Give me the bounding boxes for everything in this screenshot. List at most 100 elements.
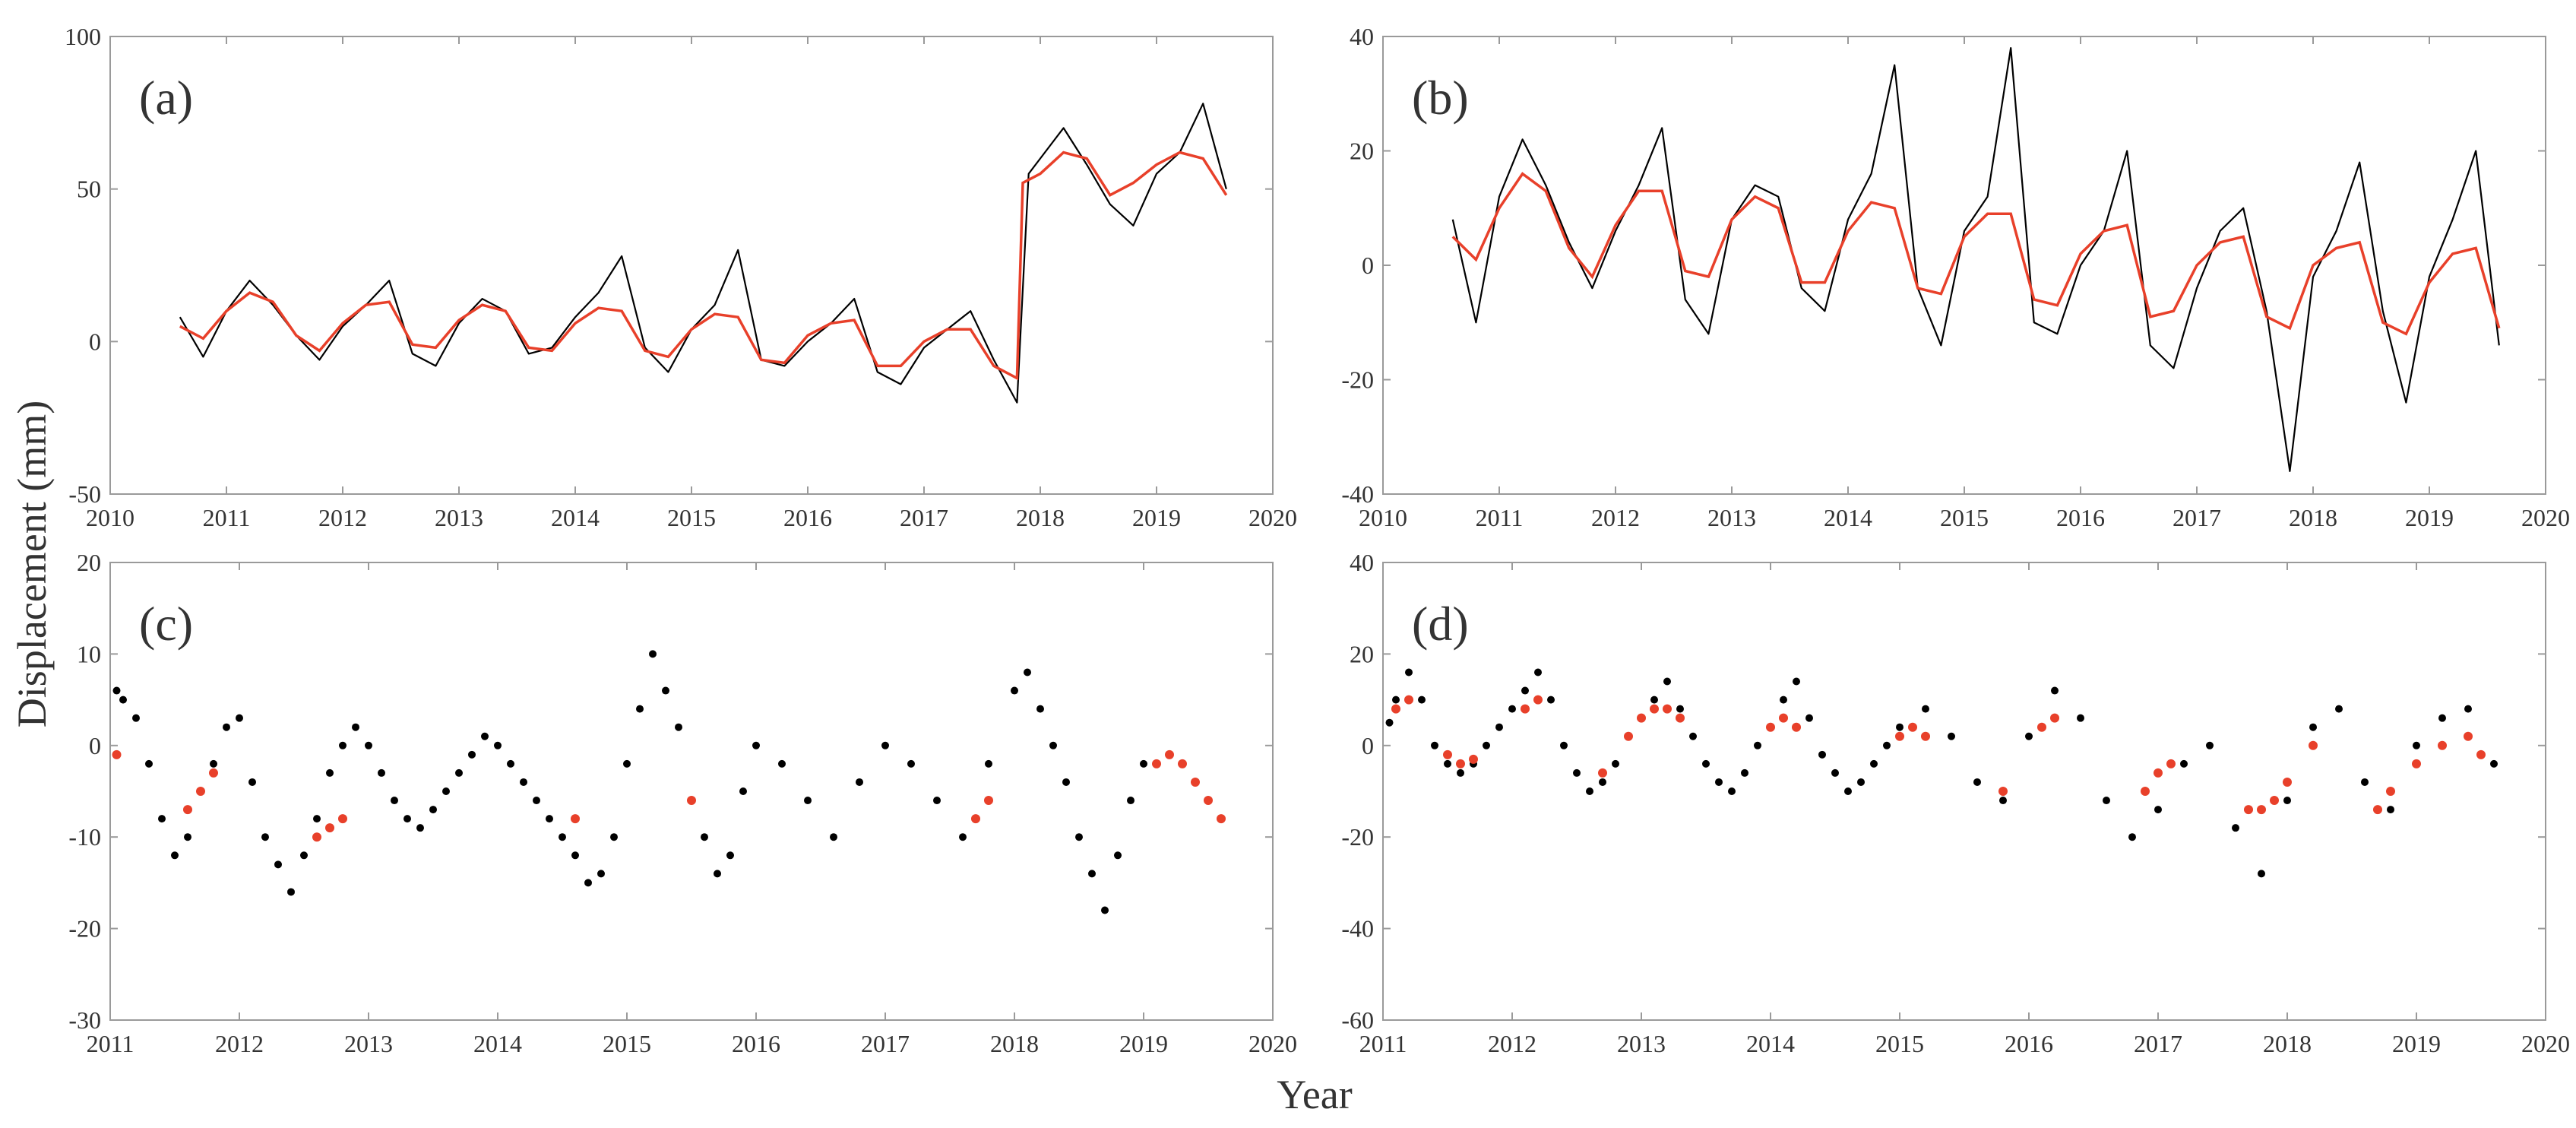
x-tick-label: 2012: [215, 1030, 264, 1057]
observed-point: [649, 650, 657, 658]
observed-point: [145, 759, 153, 768]
highlighted-point: [2050, 713, 2059, 723]
observed-point: [623, 759, 631, 768]
observed-point: [1780, 695, 1787, 704]
observed-point: [1844, 787, 1852, 795]
observed-point: [1431, 741, 1438, 749]
observed-point: [481, 732, 489, 740]
observed-point: [1857, 778, 1865, 786]
observed-point: [985, 759, 992, 768]
observed-point: [1818, 750, 1826, 759]
highlighted-point: [971, 814, 980, 824]
observed-point: [1444, 759, 1451, 768]
observed-point: [1101, 906, 1109, 914]
observed-point: [184, 833, 191, 841]
observed-point: [881, 741, 889, 749]
observed-point: [416, 824, 424, 832]
y-tick-label: 40: [1350, 549, 1374, 576]
observed-point: [339, 741, 347, 749]
observed-point: [1127, 797, 1135, 805]
y-tick-label: 0: [89, 328, 101, 355]
observed-point: [1088, 870, 1096, 878]
observed-point: [132, 714, 140, 722]
y-tick-label: -20: [68, 915, 101, 943]
highlighted-point: [1404, 695, 1413, 705]
observed-point: [1560, 741, 1568, 749]
observed-point: [2413, 741, 2420, 749]
observed-point: [1689, 732, 1697, 740]
observed-point: [2103, 797, 2110, 805]
observed-point: [1715, 778, 1723, 786]
highlighted-point: [1921, 731, 1930, 741]
observed-point: [1534, 668, 1542, 676]
highlighted-point: [1792, 722, 1801, 732]
x-tick-label: 2013: [435, 504, 483, 531]
x-tick-label: 2018: [1016, 504, 1065, 531]
y-tick-label: 50: [77, 176, 101, 203]
observed-point: [739, 787, 747, 795]
observed-point: [274, 860, 282, 869]
highlighted-point: [2412, 759, 2421, 768]
observed-point: [533, 797, 540, 805]
x-tick-label: 2013: [344, 1030, 393, 1057]
observed-point: [378, 768, 385, 777]
observed-point: [1676, 705, 1684, 713]
observed-point: [2206, 741, 2214, 749]
observed-point: [2438, 714, 2446, 722]
observed-point: [1883, 741, 1891, 749]
highlighted-point: [1998, 787, 2008, 796]
observed-point: [610, 833, 618, 841]
highlighted-point: [1533, 695, 1543, 705]
y-tick-label: -20: [1341, 366, 1374, 394]
y-tick-label: 0: [1362, 732, 1374, 759]
x-tick-label: 2010: [1359, 504, 1407, 531]
observed-point: [1385, 718, 1394, 727]
observed-point: [507, 759, 514, 768]
highlighted-point: [2464, 731, 2473, 741]
observed-point: [1805, 714, 1813, 722]
x-tick-label: 2015: [667, 504, 716, 531]
observed-point: [1075, 833, 1083, 841]
y-tick-label: 20: [1350, 138, 1374, 165]
observed-point: [1831, 768, 1839, 777]
observed-point: [830, 833, 837, 841]
highlighted-point: [1204, 796, 1213, 806]
x-tick-label: 2017: [2173, 504, 2221, 531]
raw-displacement-line: [1451, 46, 2500, 473]
observed-point: [494, 741, 502, 749]
observed-point: [1650, 695, 1658, 704]
x-tick-label: 2017: [2134, 1030, 2182, 1057]
observed-point: [1495, 723, 1503, 731]
observed-point: [1586, 787, 1593, 795]
x-tick-label: 2020: [2521, 504, 2570, 531]
observed-point: [675, 723, 682, 731]
panel-label: (d): [1412, 597, 1469, 651]
x-tick-label: 2012: [318, 504, 367, 531]
observed-point: [1973, 778, 1981, 786]
observed-point: [1062, 778, 1070, 786]
observed-point: [2232, 824, 2239, 832]
highlighted-point: [2154, 768, 2163, 778]
observed-point: [1483, 741, 1490, 749]
x-tick-label: 2011: [203, 504, 251, 531]
fitted-trend-line: [1451, 172, 2501, 336]
observed-point: [236, 714, 243, 722]
plot-frame: [1382, 562, 2546, 1021]
highlighted-point: [1779, 713, 1788, 723]
observed-point: [326, 768, 334, 777]
x-tick-label: 2019: [1132, 504, 1181, 531]
panel-d: 2011 2012 2013 2014 2015 2016 2017 2018 2019 2020…: [1341, 549, 2570, 1057]
observed-point: [2335, 705, 2343, 713]
highlighted-point: [2037, 722, 2046, 732]
x-tick-label: 2016: [732, 1030, 780, 1057]
highlighted-point: [2438, 740, 2447, 750]
observed-point: [584, 879, 592, 887]
observed-point: [1599, 778, 1606, 786]
observed-point: [907, 759, 915, 768]
highlighted-point: [2257, 805, 2266, 815]
observed-point: [1011, 686, 1018, 695]
observed-point: [1741, 768, 1748, 777]
observed-point: [1663, 677, 1671, 686]
observed-point: [455, 768, 463, 777]
highlighted-point: [1217, 814, 1226, 824]
